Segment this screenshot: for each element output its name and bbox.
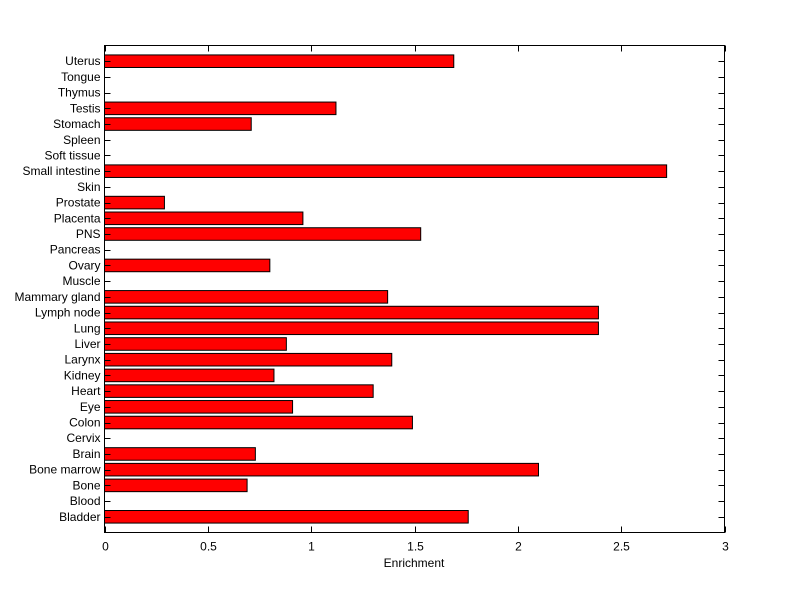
y-tick-label: Pancreas xyxy=(50,243,101,257)
y-tick-label: Lymph node xyxy=(35,306,101,320)
bar-larynx xyxy=(104,352,393,367)
y-tick-label: Spleen xyxy=(63,133,100,147)
y-tick-label: Tongue xyxy=(61,70,101,84)
bar-placenta xyxy=(104,211,304,226)
bar-bone-marrow xyxy=(104,462,539,477)
y-tick-label: PNS xyxy=(76,227,101,241)
bar-uterus xyxy=(104,54,455,68)
bar-eye xyxy=(104,400,294,414)
y-tick-label: Eye xyxy=(80,400,101,414)
bar-mammary-gland xyxy=(104,290,389,304)
bar-stomach xyxy=(104,117,252,131)
y-tick-label: Blood xyxy=(70,494,101,508)
bar-kidney xyxy=(104,368,275,383)
x-tick-label: 0 xyxy=(102,540,109,554)
x-tick-label: 3 xyxy=(722,540,729,554)
y-tick-label: Heart xyxy=(71,384,101,398)
y-tick-label: Stomach xyxy=(53,117,100,131)
bar-lymph-node xyxy=(104,305,599,320)
y-tick-label: Muscle xyxy=(62,274,100,288)
y-tick-label: Soft tissue xyxy=(44,148,100,162)
y-tick-label: Mammary gland xyxy=(14,290,100,304)
bar-small-intestine xyxy=(104,164,668,178)
bar-lung xyxy=(104,321,599,336)
y-tick-label: Colon xyxy=(69,416,100,430)
bar-brain xyxy=(104,447,256,461)
y-tick-label: Uterus xyxy=(65,54,100,68)
y-tick-label: Liver xyxy=(74,337,100,351)
y-tick-label: Prostate xyxy=(56,196,101,210)
y-tick-label: Small intestine xyxy=(22,164,100,178)
y-tick-label: Cervix xyxy=(66,431,100,445)
y-tick-label: Bladder xyxy=(59,510,100,524)
y-tick-label: Placenta xyxy=(54,211,101,225)
x-tick-label: 1 xyxy=(308,540,315,554)
x-tick-label: 1.5 xyxy=(407,540,424,554)
y-tick-label: Testis xyxy=(70,101,101,115)
y-tick-label: Larynx xyxy=(64,353,100,367)
x-tick-label: 0.5 xyxy=(200,540,217,554)
y-tick-label: Ovary xyxy=(68,258,100,272)
bar-ovary xyxy=(104,258,271,273)
bar-bladder xyxy=(104,510,469,524)
bar-heart xyxy=(104,384,374,398)
x-axis-label: Enrichment xyxy=(384,556,445,570)
y-tick-label: Brain xyxy=(72,447,100,461)
y-tick-label: Bone marrow xyxy=(29,463,101,477)
bar-testis xyxy=(104,101,337,116)
bar-colon xyxy=(104,415,413,430)
plot-frame xyxy=(104,45,725,533)
y-tick-label: Thymus xyxy=(58,86,101,100)
bar-prostate xyxy=(104,195,165,210)
bars xyxy=(104,54,668,524)
x-tick-label: 2 xyxy=(515,540,522,554)
bar-pns xyxy=(104,227,422,241)
bar-bone xyxy=(104,478,248,493)
y-tick-label: Lung xyxy=(74,321,101,335)
bar-liver xyxy=(104,337,287,351)
y-tick-label: Bone xyxy=(72,478,100,492)
x-tick-label: 2.5 xyxy=(613,540,630,554)
y-tick-label: Skin xyxy=(77,180,100,194)
y-tick-label: Kidney xyxy=(64,368,101,382)
